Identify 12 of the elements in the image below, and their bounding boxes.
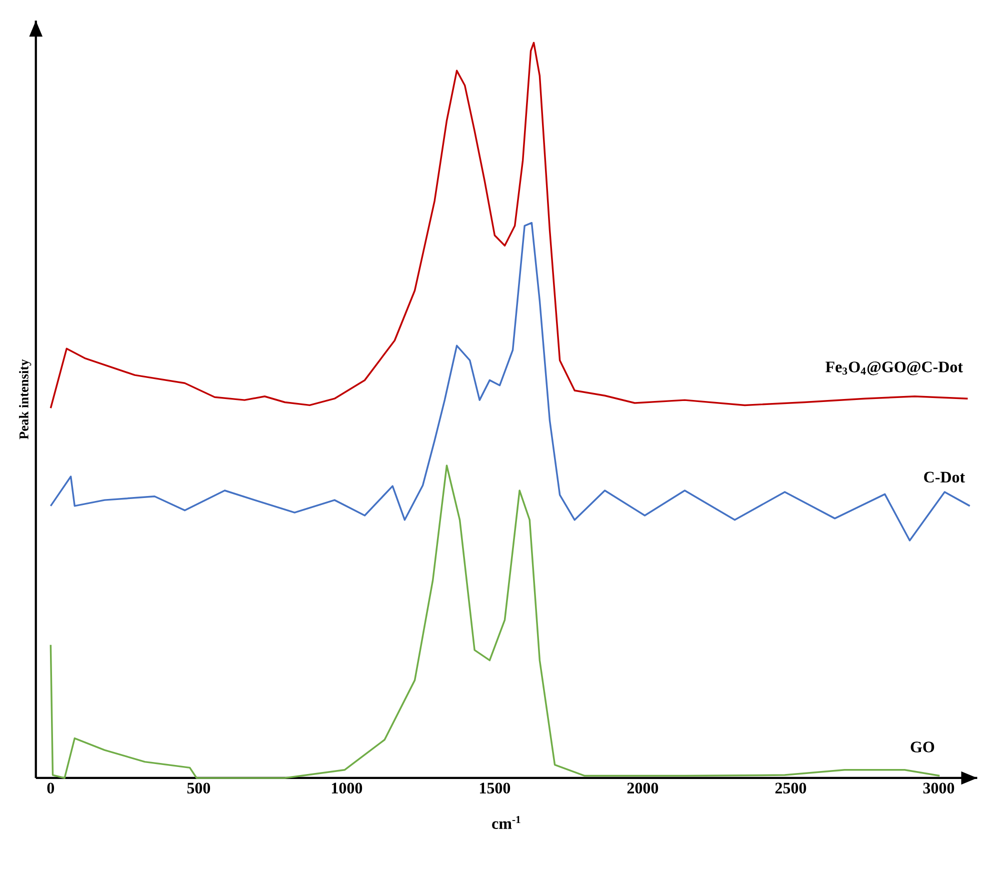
x-tick-label: 0 <box>47 782 54 794</box>
x-tick-label: 1000 <box>332 782 362 794</box>
series-label: GO <box>910 742 934 752</box>
x-tick-label: 2000 <box>627 782 658 794</box>
x-tick-label: 3000 <box>923 782 954 794</box>
x-tick-label: 500 <box>187 782 210 794</box>
x-axis-title: cm$^{-1}$ <box>492 816 520 829</box>
y-axis-title: Peak intensity <box>19 359 32 440</box>
x-tick-label: 2500 <box>775 782 806 794</box>
series-label: C-Dot <box>924 472 966 483</box>
series-label: Fe$_{3}$O$_{4}$@GO@C-Dot <box>826 362 963 376</box>
x-tick-label: 1500 <box>480 782 510 794</box>
